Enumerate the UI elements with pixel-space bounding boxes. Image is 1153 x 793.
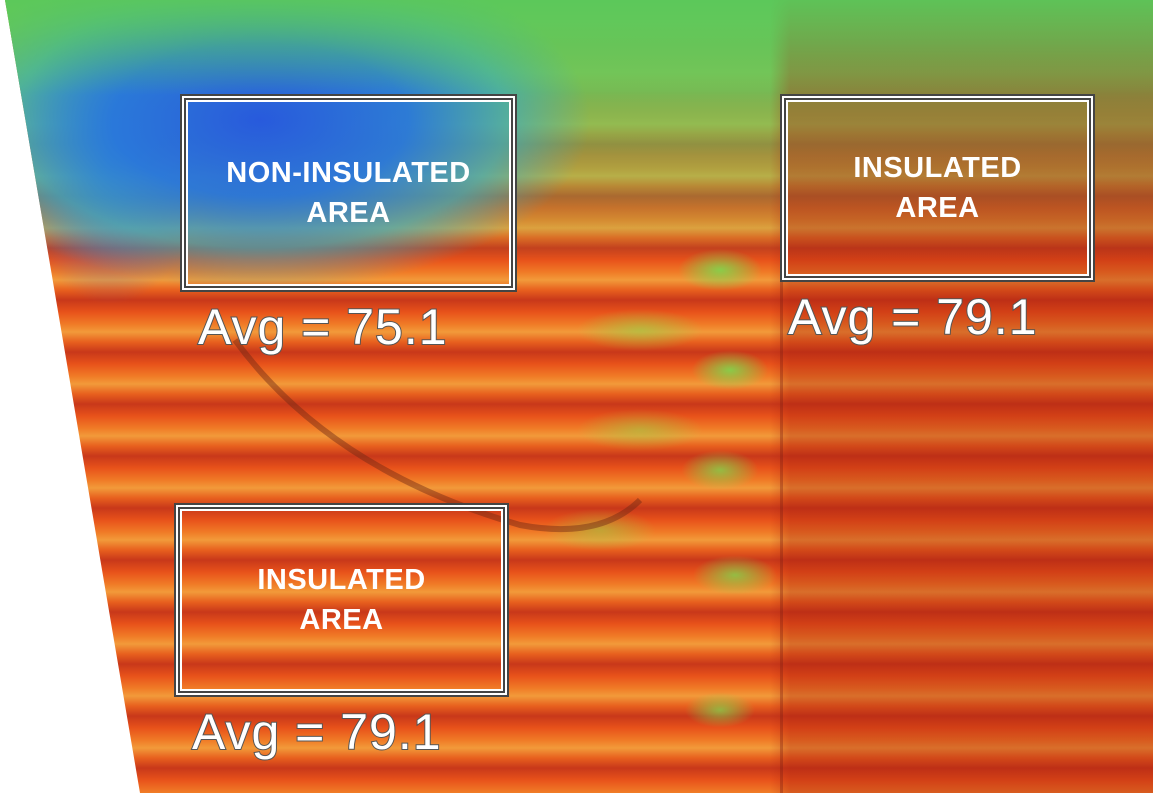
non-insulated-area-box: NON-INSULATED AREA <box>180 94 517 292</box>
insulated-avg-bottom: Avg = 79.1 <box>191 703 442 761</box>
insulated-area-label-bottom: INSULATED AREA <box>257 564 426 636</box>
non-insulated-area-label: NON-INSULATED AREA <box>226 157 471 229</box>
insulated-avg-right: Avg = 79.1 <box>787 288 1038 346</box>
insulated-area-box-right: INSULATED AREA <box>780 94 1095 282</box>
insulated-area-label-right: INSULATED AREA <box>853 152 1022 224</box>
non-insulated-avg: Avg = 75.1 <box>197 298 448 356</box>
wall-seam <box>780 100 783 793</box>
insulated-area-box-bottom: INSULATED AREA <box>174 503 509 697</box>
